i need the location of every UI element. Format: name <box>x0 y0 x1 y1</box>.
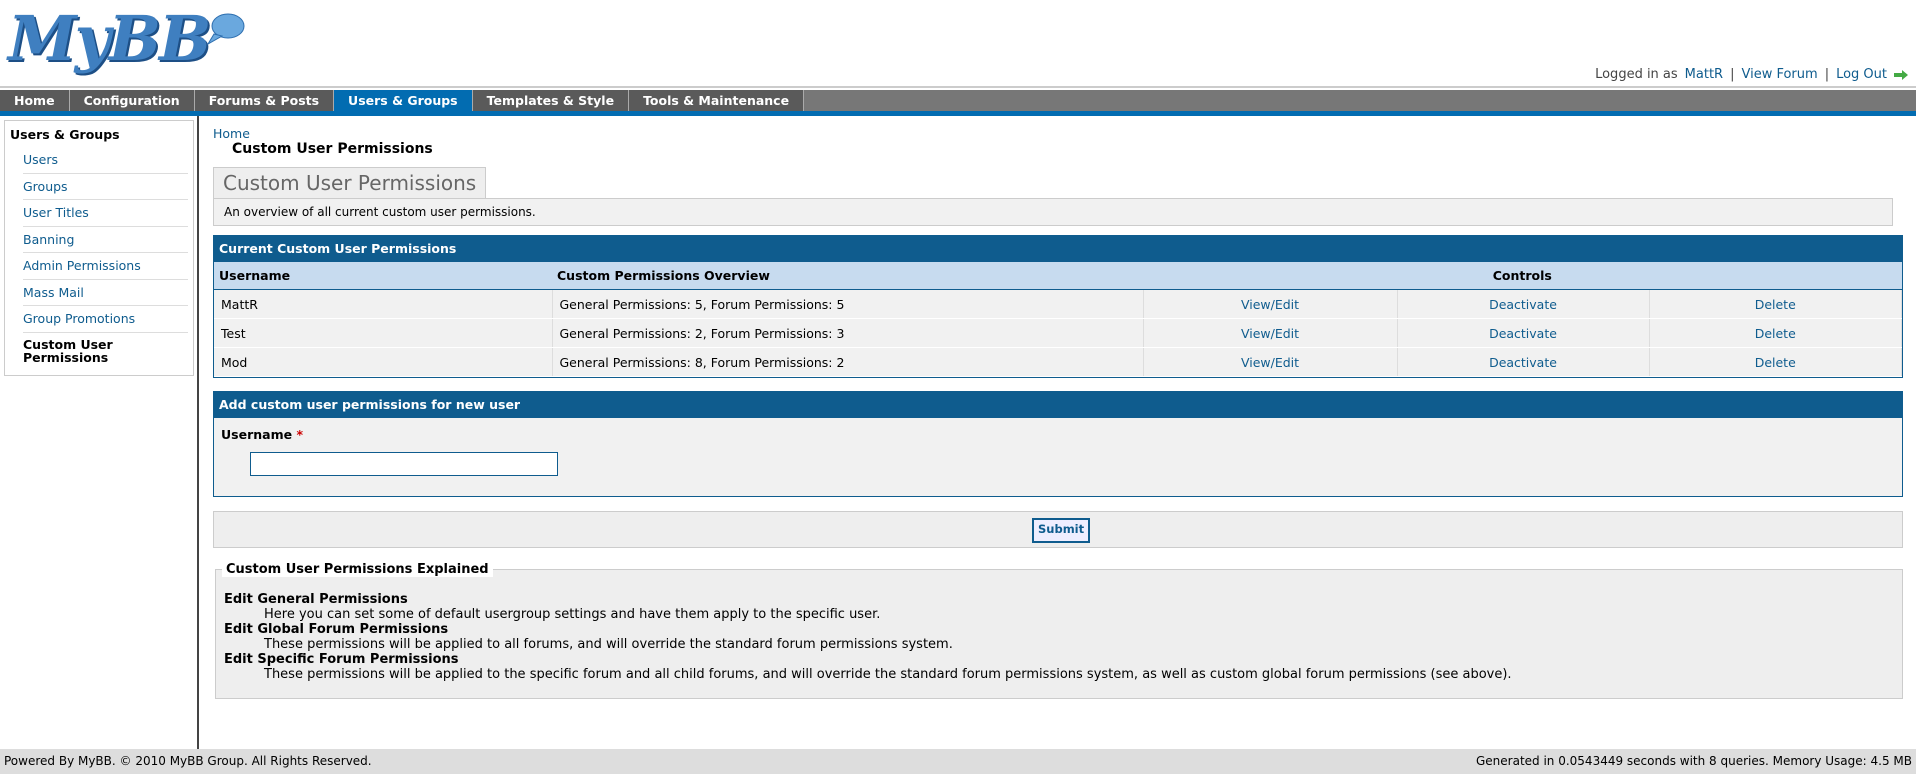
form-title: Add custom user permissions for new user <box>214 392 1902 418</box>
permissions-table-box: Current Custom User Permissions Username… <box>213 235 1903 378</box>
nav-tab[interactable]: Configuration <box>69 90 195 111</box>
sidebar: Users & Groups Users Groups User Titles Ban… <box>4 120 194 376</box>
footer: Powered By MyBB. © 2010 MyBB Group. All … <box>0 749 1916 774</box>
table-cell: Delete <box>1649 289 1902 319</box>
column-header: Custom Permissions Overview <box>552 262 1143 290</box>
sidebar-link[interactable]: Users <box>23 147 188 174</box>
action-link[interactable]: View/Edit <box>1240 354 1300 370</box>
sidebar-link[interactable]: Custom User Permissions <box>23 336 113 365</box>
nav-tab[interactable]: Users & Groups <box>334 90 473 111</box>
action-link[interactable]: Delete <box>1754 354 1796 370</box>
sidebar-link[interactable]: Admin Permissions <box>23 253 188 280</box>
separator: | <box>1730 67 1735 82</box>
sidebar-link[interactable]: Group Promotions <box>23 306 188 333</box>
main-nav: Home Configuration Forums & Posts Users & G… <box>0 90 1916 111</box>
explanation-term: Edit Specific Forum Permissions <box>224 652 459 667</box>
table-row: Test General Permissions: 2, Forum Permis… <box>214 318 1902 348</box>
nav-tab[interactable]: Home <box>0 90 70 111</box>
column-header: Username <box>214 262 552 290</box>
logo[interactable]: MyBB <box>8 2 211 75</box>
nav-underline <box>0 111 1916 116</box>
table-cell: Mod <box>214 347 553 377</box>
submit-button[interactable]: Submit <box>1032 518 1091 543</box>
footer-stats: Generated in 0.0543449 seconds with 8 qu… <box>1475 754 1912 768</box>
table-cell: General Permissions: 2, Forum Permission… <box>552 318 1144 348</box>
add-form-box: Add custom user permissions for new user… <box>213 391 1903 497</box>
explanation-term: Edit General Permissions <box>224 592 408 607</box>
table-cell: General Permissions: 5, Forum Permission… <box>552 289 1144 319</box>
action-link[interactable]: Delete <box>1754 296 1796 312</box>
username-input[interactable] <box>250 452 558 476</box>
table-cell: View/Edit <box>1143 347 1398 377</box>
table-cell: Deactivate <box>1397 289 1650 319</box>
sidebar-link[interactable]: User Titles <box>23 200 188 227</box>
table-cell: Deactivate <box>1397 347 1650 377</box>
view-forum-link[interactable]: View Forum <box>1741 67 1818 82</box>
logout-icon <box>1894 69 1908 80</box>
footer-copyright: Powered By MyBB. © 2010 MyBB Group. All … <box>4 754 372 768</box>
logo-bubble <box>206 13 245 46</box>
explanation-list: Edit General Permissions Here you can set… <box>224 570 1894 682</box>
action-link[interactable]: Delete <box>1754 325 1796 341</box>
user-bar: Logged in as MattR | View Forum | Log Ou… <box>1595 67 1908 82</box>
separator: | <box>1824 67 1830 82</box>
action-link[interactable]: Deactivate <box>1489 325 1557 341</box>
sidebar-title: Users & Groups <box>10 127 120 142</box>
explanation-text: These permissions will be applied to all… <box>264 637 953 652</box>
explanation-legend: Custom User Permissions Explained <box>222 562 493 577</box>
page-description: An overview of all current custom user p… <box>213 198 1893 226</box>
table-cell: MattR <box>214 289 553 319</box>
table-cell: View/Edit <box>1143 289 1398 319</box>
required-mark: * <box>296 427 303 442</box>
action-link[interactable]: Deactivate <box>1489 296 1557 312</box>
logged-in-label: Logged in as <box>1595 67 1678 82</box>
table-cell: General Permissions: 8, Forum Permission… <box>552 347 1144 377</box>
nav-tab[interactable]: Tools & Maintenance <box>629 90 805 111</box>
page-tab: Custom User Permissions <box>213 167 487 198</box>
user-link[interactable]: MattR <box>1684 67 1724 82</box>
table-row: MattR General Permissions: 5, Forum Permi… <box>214 289 1902 319</box>
table-cell: View/Edit <box>1143 318 1398 348</box>
table-cell: Test <box>214 318 553 348</box>
sidebar-link[interactable]: Banning <box>23 227 188 253</box>
sidebar-link[interactable]: Mass Mail <box>23 280 188 306</box>
column-header: Controls <box>1143 262 1902 290</box>
form-label-row: Username * <box>214 418 1902 451</box>
explanation-text: Here you can set some of default usergro… <box>264 607 881 622</box>
action-link[interactable]: Deactivate <box>1489 354 1557 370</box>
sidebar-link[interactable]: Groups <box>23 174 188 200</box>
table-row: Mod General Permissions: 8, Forum Permiss… <box>214 347 1902 377</box>
table-title: Current Custom User Permissions <box>214 236 1902 262</box>
nav-tab[interactable]: Templates & Style <box>472 90 630 111</box>
action-link[interactable]: View/Edit <box>1240 325 1300 341</box>
log-out-link[interactable]: Log Out <box>1836 67 1887 82</box>
breadcrumb-home[interactable]: Home <box>213 126 250 141</box>
nav-tab[interactable]: Forums & Posts <box>194 90 335 111</box>
table-cell: Delete <box>1649 318 1902 348</box>
permissions-table: Username Custom Permissions Overview Con… <box>214 262 1902 377</box>
sidebar-border <box>197 116 199 749</box>
explanation-box: Edit General Permissions Here you can set… <box>215 569 1903 699</box>
action-link[interactable]: View/Edit <box>1240 296 1300 312</box>
explanation-term: Edit Global Forum Permissions <box>224 622 449 637</box>
divider <box>0 86 1916 88</box>
table-cell: Delete <box>1649 347 1902 377</box>
username-label: Username <box>221 427 293 442</box>
breadcrumb-current: Custom User Permissions <box>232 141 433 157</box>
table-cell: Deactivate <box>1397 318 1650 348</box>
explanation-text: These permissions will be applied to the… <box>264 667 1512 682</box>
